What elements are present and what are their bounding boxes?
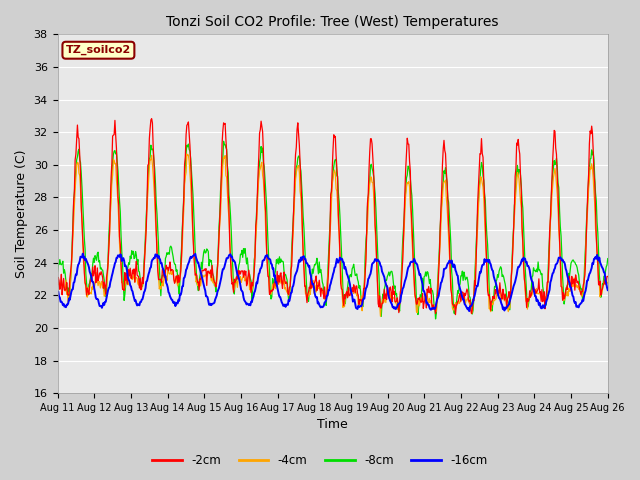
-16cm — [63, 302, 71, 308]
-2cm — [54, 285, 61, 291]
Y-axis label: Soil Temperature (C): Soil Temperature (C) — [15, 149, 28, 278]
-4cm — [183, 151, 191, 157]
-16cm — [54, 288, 61, 294]
-8cm — [205, 263, 213, 269]
-2cm — [120, 288, 128, 293]
Line: -2cm: -2cm — [58, 119, 608, 314]
-4cm — [417, 295, 425, 300]
-4cm — [176, 277, 184, 283]
-8cm — [432, 316, 440, 322]
-8cm — [176, 278, 184, 284]
-4cm — [63, 292, 71, 298]
-16cm — [417, 271, 424, 277]
-4cm — [376, 313, 384, 319]
-16cm — [465, 308, 473, 314]
-8cm — [63, 288, 71, 294]
Line: -16cm: -16cm — [58, 253, 608, 311]
Text: TZ_soilco2: TZ_soilco2 — [66, 45, 131, 55]
-4cm — [401, 207, 409, 213]
-4cm — [120, 287, 128, 293]
-2cm — [63, 291, 71, 297]
-8cm — [417, 292, 424, 298]
-16cm — [401, 281, 408, 287]
-4cm — [604, 280, 612, 286]
-16cm — [121, 263, 129, 269]
-2cm — [452, 312, 460, 317]
-2cm — [401, 210, 408, 216]
-8cm — [120, 298, 128, 303]
-2cm — [206, 271, 214, 276]
Line: -8cm: -8cm — [58, 141, 608, 319]
Title: Tonzi Soil CO2 Profile: Tree (West) Temperatures: Tonzi Soil CO2 Profile: Tree (West) Temp… — [166, 15, 499, 29]
-4cm — [206, 270, 214, 276]
Legend: -2cm, -4cm, -8cm, -16cm: -2cm, -4cm, -8cm, -16cm — [148, 449, 492, 472]
-2cm — [177, 267, 184, 273]
-2cm — [417, 298, 424, 304]
-8cm — [604, 256, 612, 262]
Line: -4cm: -4cm — [58, 154, 608, 316]
-2cm — [148, 116, 156, 121]
-4cm — [54, 280, 61, 286]
-8cm — [401, 214, 408, 219]
-16cm — [79, 251, 86, 256]
-16cm — [604, 287, 612, 293]
X-axis label: Time: Time — [317, 419, 348, 432]
-8cm — [220, 138, 227, 144]
-16cm — [206, 302, 214, 308]
-16cm — [177, 292, 184, 298]
-2cm — [604, 274, 612, 279]
-8cm — [54, 268, 61, 274]
